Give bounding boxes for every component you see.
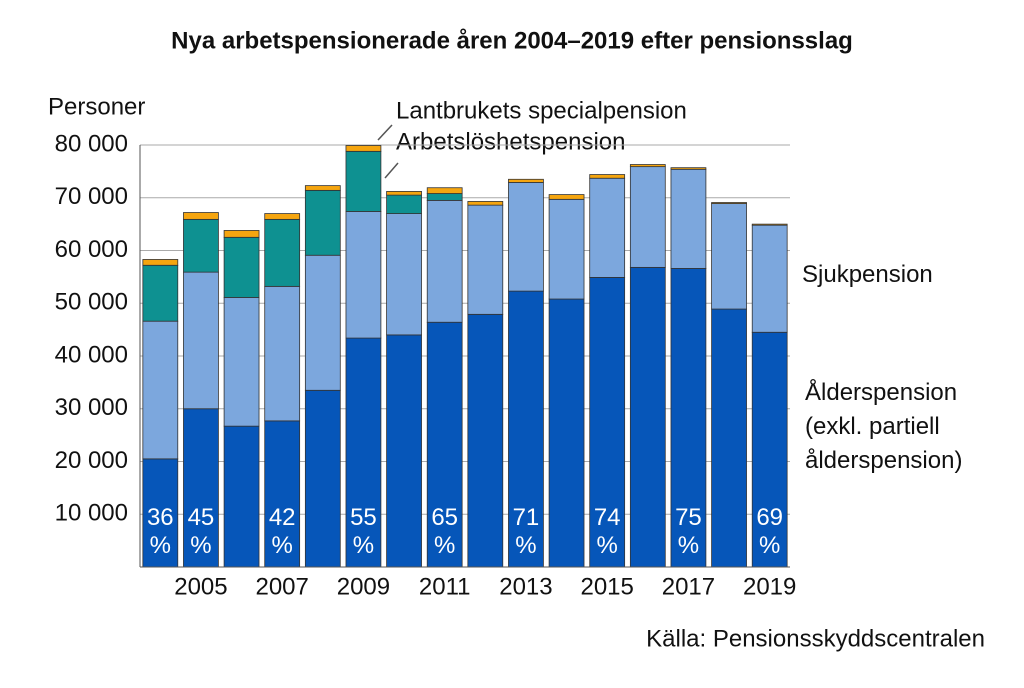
share-label: 65 %: [431, 504, 459, 559]
bar-segment: [304, 189, 341, 256]
x-tick-label: 2015: [580, 573, 633, 600]
legend-label: Lantbrukets specialpension: [396, 97, 687, 124]
x-tick-label: 2005: [174, 573, 227, 600]
bar-segment: [183, 271, 219, 410]
share-label: 55 %: [350, 504, 377, 559]
bar-segment: [670, 168, 707, 269]
bar-segment: [386, 213, 422, 336]
share-label: 36 %: [146, 504, 174, 559]
share-label: 74 %: [593, 504, 621, 559]
y-tick-label: 70 000: [55, 183, 128, 210]
bar-segment: [223, 236, 260, 298]
bar-segment: [711, 202, 747, 204]
source: Källa: Pensionsskyddscentralen: [646, 625, 985, 652]
bar-segment: [223, 297, 260, 427]
bar-segment: [386, 191, 422, 196]
bar-segment: [589, 177, 626, 278]
bar-segment: [467, 313, 504, 568]
bar-segment: [711, 308, 747, 568]
x-tick-label: 2019: [743, 573, 796, 600]
bar-segment: [629, 166, 666, 268]
y-tick-label: 50 000: [55, 289, 128, 316]
y-tick-label: 30 000: [55, 394, 128, 421]
y-tick-label: 40 000: [55, 341, 128, 368]
share-label: 69 %: [756, 504, 784, 559]
bar-segment: [670, 167, 707, 170]
x-tick-label: 2007: [255, 573, 308, 600]
x-tick-label: 2009: [337, 573, 390, 600]
y-tick-label: 10 000: [55, 500, 128, 527]
bar-segment: [264, 420, 301, 568]
legend-label: Sjukpension: [802, 261, 933, 288]
bar-segment: [751, 224, 788, 333]
bar-segment: [711, 203, 747, 310]
bar-segment: [183, 408, 219, 568]
bar-segment: [467, 204, 504, 315]
bar-segment: [304, 185, 341, 191]
bar-segment: [426, 321, 463, 568]
bar-segment: [183, 218, 219, 273]
bar-segment: [629, 266, 666, 568]
bar-segment: [142, 458, 179, 568]
share-label: 75 %: [675, 504, 702, 559]
bar-segment: [426, 199, 463, 323]
legend-label: Ålderspension (exkl. partiell ålderspens…: [805, 379, 963, 474]
y-tick-label: 20 000: [55, 447, 128, 474]
x-tick-label: 2013: [499, 573, 552, 600]
bar-segment: [548, 298, 585, 568]
bar-segment: [426, 193, 463, 201]
bar-segment: [345, 150, 382, 212]
bar-segment: [345, 337, 382, 568]
x-tick-label: 2017: [662, 573, 715, 600]
bar-segment: [223, 425, 260, 568]
legend-label: Arbetslöshetspension: [396, 128, 625, 155]
bar-segment: [304, 389, 341, 568]
bar-segment: [264, 218, 301, 287]
x-tick-label: 2011: [419, 573, 471, 600]
bar-segment: [426, 187, 463, 194]
y-tick-label: 60 000: [55, 236, 128, 263]
bar-segment: [670, 268, 707, 568]
bar-segment: [345, 211, 382, 339]
y-axis-label: Personer: [48, 93, 145, 120]
bar-segment: [142, 259, 179, 266]
bar-segment: [508, 178, 544, 183]
bar-segment: [304, 254, 341, 391]
bar-segment: [386, 334, 422, 568]
bar-segment: [751, 223, 788, 226]
bar-segment: [345, 145, 382, 152]
bar-segment: [183, 212, 219, 220]
bar-segment: [629, 164, 666, 168]
bar-segment: [264, 213, 301, 220]
leader-line: [377, 124, 393, 141]
bar-segment: [386, 194, 422, 214]
bar-segment: [467, 201, 504, 206]
share-label: 71 %: [512, 504, 540, 559]
bar-segment: [589, 174, 626, 179]
share-label: 42 %: [268, 504, 296, 559]
share-label: 45 %: [187, 504, 215, 559]
bar-segment: [548, 194, 585, 200]
leader-line: [384, 162, 399, 179]
y-tick-label: 80 000: [55, 130, 128, 157]
bar-segment: [142, 264, 179, 322]
bar-segment: [264, 285, 301, 422]
chart-title: Nya arbetspensionerade åren 2004–2019 ef…: [171, 27, 853, 54]
bar-segment: [223, 230, 260, 238]
bar-segment: [142, 320, 179, 460]
bar-segment: [548, 198, 585, 300]
bar-segment: [508, 182, 544, 292]
